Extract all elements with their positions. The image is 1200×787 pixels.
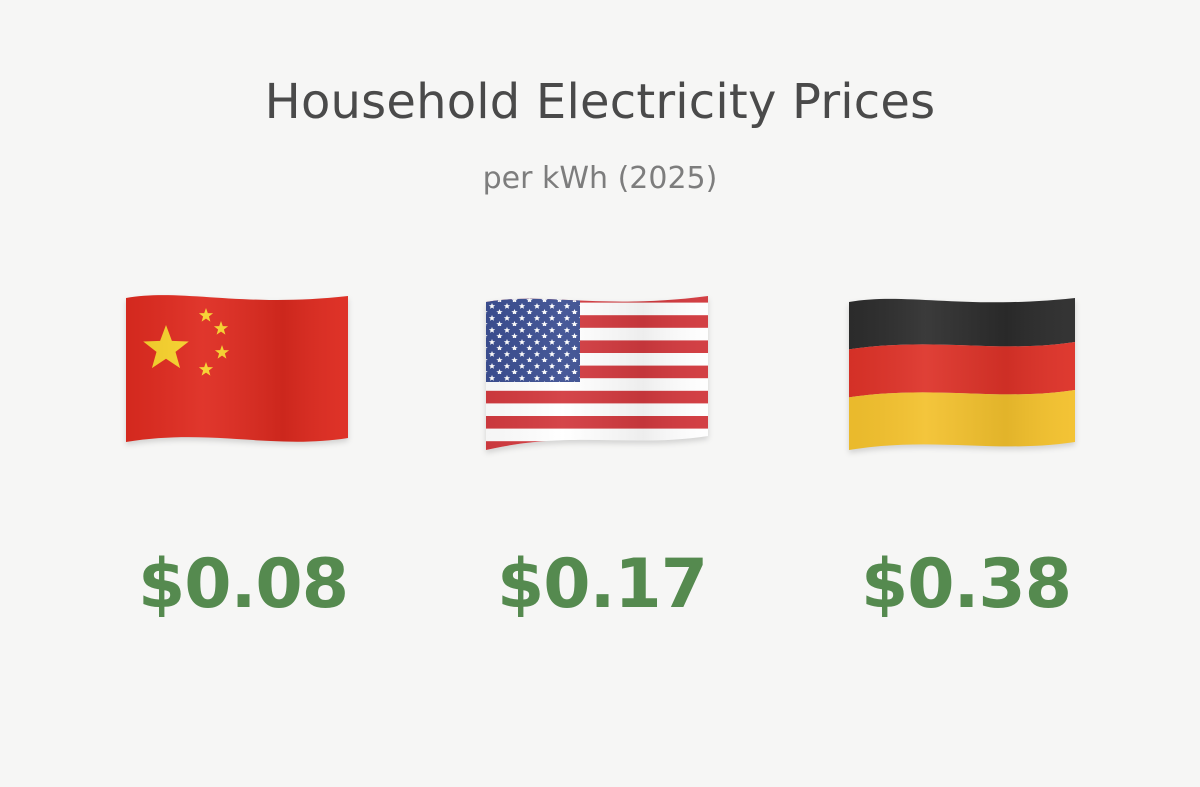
- page-subtitle: per kWh (2025): [482, 161, 718, 196]
- page-title: Household Electricity Prices: [264, 74, 936, 130]
- china-price: $0.08: [137, 545, 349, 624]
- germany-price: $0.38: [860, 545, 1072, 624]
- china-flag-icon: [122, 288, 352, 452]
- usa-price: $0.17: [496, 545, 708, 624]
- germany-flag-icon: [845, 292, 1075, 456]
- usa-flag-icon: [482, 290, 712, 454]
